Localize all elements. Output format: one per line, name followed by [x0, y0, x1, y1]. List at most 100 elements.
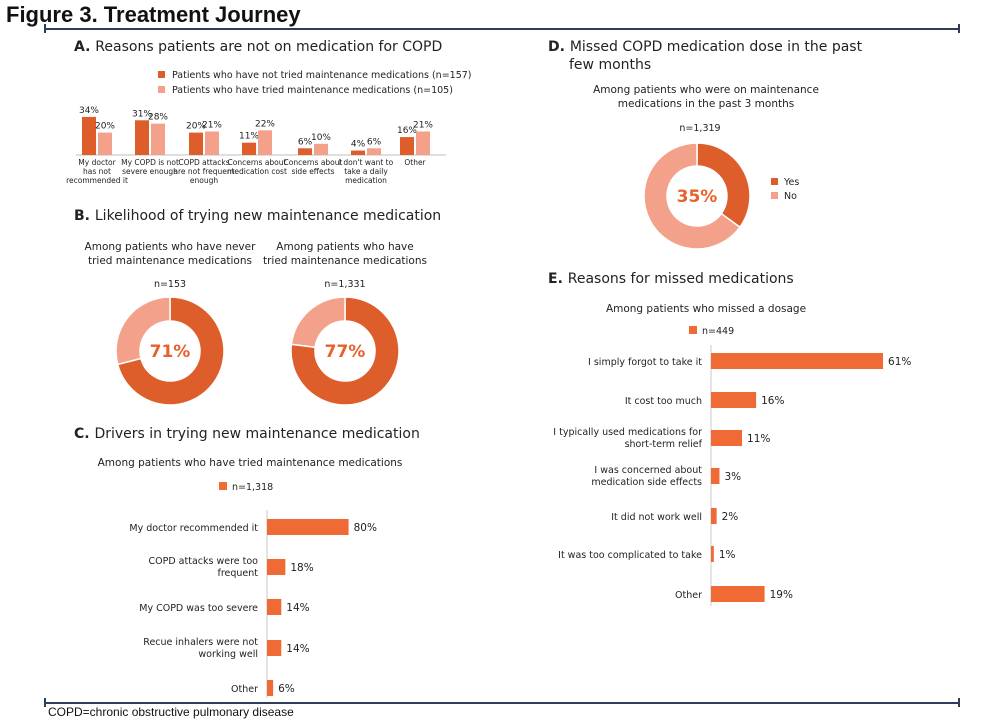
panel-e-category-label: medication side effects	[591, 477, 702, 488]
panel-a-data-label: 11%	[239, 132, 259, 142]
panel-e-category-label: It cost too much	[625, 396, 702, 407]
bottom-rule	[44, 702, 960, 704]
panel-a-data-label: 6%	[367, 137, 382, 147]
panel-b-subtitle: Among patients who have	[276, 241, 413, 253]
panel-a-bar	[98, 132, 112, 155]
panel-a-bar	[258, 130, 272, 155]
panel-a-category-label: recommended it	[66, 176, 128, 185]
top-rule-right-tick	[958, 24, 960, 33]
panel-a-bar	[400, 137, 414, 155]
panel-e-bar	[711, 468, 720, 484]
panel-d-subtitle: Among patients who were on maintenance	[593, 84, 819, 96]
panel-a-bar	[351, 150, 365, 155]
panel-a-bar	[205, 131, 219, 155]
panel-e-data-label: 3%	[724, 471, 741, 483]
panel-c-bar	[267, 640, 282, 656]
panel-e-category-label: short-term relief	[625, 439, 703, 450]
panel-b-donut-dark-slice	[116, 296, 225, 406]
panel-e-bar	[711, 392, 757, 408]
panel-a-legend-swatch	[158, 86, 165, 93]
panel-a-legend-label: Patients who have not tried maintenance …	[172, 70, 472, 81]
panel-e-bar	[711, 508, 717, 524]
panel-a-bar	[314, 143, 328, 155]
panel-c-bar	[267, 680, 274, 696]
panel-d-legend-swatch	[771, 192, 778, 199]
panel-d-n-label: n=1,319	[679, 123, 720, 134]
panel-a-bar	[367, 148, 381, 155]
panel-a-data-label: 4%	[351, 140, 366, 150]
panel-a-data-label: 6%	[298, 137, 313, 147]
panel-a-category-label: severe enough	[122, 167, 178, 176]
footnote: COPD=chronic obstructive pulmonary disea…	[48, 705, 294, 719]
panel-c-bar	[267, 519, 349, 535]
panel-a-legend-label: Patients who have tried maintenance medi…	[172, 85, 453, 96]
panel-b-n-label: n=153	[154, 279, 186, 290]
panel-c-category-label: Other	[231, 684, 258, 695]
top-rule	[44, 28, 960, 30]
panel-b-n-label: n=1,331	[324, 279, 365, 290]
panel-c-category-label: COPD attacks were too	[149, 556, 259, 567]
panel-a-bar	[135, 120, 149, 155]
panel-c-data-label: 18%	[290, 562, 313, 574]
panel-e-bar	[711, 430, 743, 446]
panel-a-data-label: 28%	[148, 113, 168, 123]
panel-c-subtitle: Among patients who have tried maintenanc…	[98, 457, 403, 469]
panel-a-category-label: Concerns about	[228, 158, 287, 167]
figure-title: Figure 3. Treatment Journey	[6, 2, 301, 27]
panel-b-donut-light-slice	[115, 296, 171, 366]
panel-e-bar	[711, 586, 765, 602]
panel-b-subtitle: tried maintenance medications	[88, 255, 252, 267]
panel-a-category-label: side effects	[291, 167, 334, 176]
panel-a-category-label: take a daily	[344, 167, 388, 176]
panel-e-category-label: Other	[675, 590, 702, 601]
panel-a-category-label: Concerns about	[284, 158, 343, 167]
panel-c-category-label: frequent	[217, 568, 258, 579]
panel-e-category-label: I simply forgot to take it	[588, 357, 702, 368]
panel-e-category-label: It was too complicated to take	[558, 550, 702, 561]
panel-c-data-label: 6%	[278, 683, 295, 695]
panel-a-data-label: 10%	[311, 133, 331, 143]
panel-a-data-label: 20%	[95, 122, 115, 132]
panel-b-donut-light-slice	[290, 296, 346, 349]
panel-d-legend-label: Yes	[783, 177, 799, 188]
panel-c-bar	[267, 559, 286, 575]
panel-c-legend-label: n=1,318	[232, 482, 273, 493]
panel-a-data-label: 31%	[132, 109, 152, 119]
panel-e-data-label: 16%	[761, 395, 784, 407]
bottom-rule-left-tick	[44, 698, 46, 707]
panel-b-center-label: 71%	[150, 342, 191, 362]
panel-b-center-label: 77%	[325, 342, 366, 362]
panel-a-bar	[151, 123, 165, 155]
panel-e-legend-swatch	[689, 326, 697, 334]
panel-a-data-label: 16%	[397, 126, 417, 136]
panel-d-title: D. Missed COPD medication dose in the pa…	[548, 39, 863, 73]
panel-c-legend-swatch	[219, 482, 227, 490]
panel-d-legend-label: No	[784, 191, 797, 202]
panel-d-center-label: 35%	[677, 187, 718, 207]
panel-e-bar	[711, 353, 884, 369]
panel-a-bar	[189, 132, 203, 155]
panel-a-data-label: 22%	[255, 119, 275, 129]
panel-b-title: B. Likelihood of trying new maintenance …	[74, 208, 441, 224]
panel-c-title: C. Drivers in trying new maintenance med…	[74, 426, 420, 442]
panel-a-data-label: 20%	[186, 122, 206, 132]
bottom-rule-right-tick	[958, 698, 960, 707]
panel-e-data-label: 61%	[888, 356, 911, 368]
panel-d-donut-dark-slice	[696, 142, 751, 229]
panel-e-bar	[711, 546, 714, 562]
panel-a-category-label: are not frequent	[173, 167, 234, 176]
panel-e-data-label: 1%	[719, 549, 736, 561]
panel-c-bar	[267, 599, 282, 615]
panel-e-data-label: 19%	[770, 589, 793, 601]
panel-e-data-label: 11%	[747, 433, 770, 445]
panel-a-category-label: medication cost	[227, 167, 287, 176]
panel-a-category-label: Other	[404, 158, 426, 167]
panel-d-subtitle: medications in the past 3 months	[618, 98, 794, 110]
panel-e-category-label: I typically used medications for	[553, 427, 702, 438]
panel-a-bar	[298, 148, 312, 155]
panel-e-data-label: 2%	[722, 511, 739, 523]
panel-a-legend-swatch	[158, 71, 165, 78]
panel-d-donut-light-slice	[643, 142, 741, 250]
panel-c-category-label: My doctor recommended it	[129, 523, 258, 534]
panel-a-bar	[82, 116, 96, 155]
